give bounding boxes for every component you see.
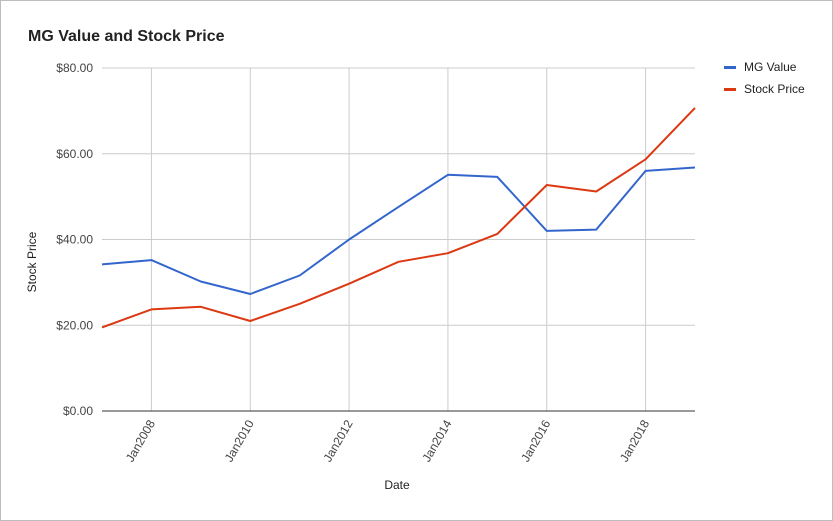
x-axis-title: Date xyxy=(384,478,410,492)
y-axis-title: Stock Price xyxy=(25,231,39,292)
x-tick-label: Jan2012 xyxy=(321,417,356,464)
x-tick-labels: Jan2008 Jan2010 Jan2012 Jan2014 Jan2016 Jan20… xyxy=(123,417,652,464)
series-line-mg-value xyxy=(101,166,696,295)
gridlines xyxy=(102,67,695,411)
y-tick-labels: $0.00 $20.00 $40.00 $60.00 $80.00 xyxy=(56,61,93,418)
y-tick-label: $20.00 xyxy=(56,318,93,332)
x-tick-label: Jan2016 xyxy=(518,417,553,464)
x-tick-label: Jan2014 xyxy=(419,417,454,464)
x-tick-label: Jan2010 xyxy=(222,417,257,464)
legend-swatch-mg-value xyxy=(724,66,736,69)
series-line-stock-price xyxy=(101,107,696,329)
y-tick-label: $80.00 xyxy=(56,61,93,75)
y-tick-label: $40.00 xyxy=(56,233,93,247)
series-lines xyxy=(101,107,696,329)
chart-title: MG Value and Stock Price xyxy=(28,28,225,45)
legend-swatch-stock-price xyxy=(724,88,736,91)
legend-label-mg-value: MG Value xyxy=(744,60,797,74)
x-tick-label: Jan2008 xyxy=(123,417,158,464)
y-tick-label: $0.00 xyxy=(63,404,93,418)
legend: MG Value Stock Price xyxy=(724,60,805,96)
y-tick-label: $60.00 xyxy=(56,147,93,161)
legend-label-stock-price: Stock Price xyxy=(744,82,805,96)
x-tick-label: Jan2018 xyxy=(617,417,652,464)
